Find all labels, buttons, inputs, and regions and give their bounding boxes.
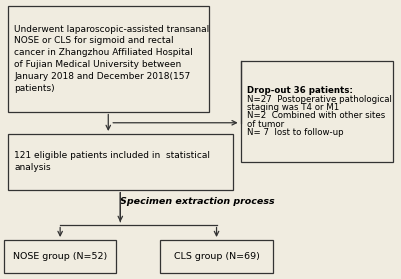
Text: N= 7  lost to follow-up: N= 7 lost to follow-up xyxy=(247,128,343,137)
FancyBboxPatch shape xyxy=(4,240,116,273)
Text: CLS group (N=69): CLS group (N=69) xyxy=(174,252,259,261)
Text: Underwent laparoscopic-assisted transanal
NOSE or CLS for sigmoid and rectal
can: Underwent laparoscopic-assisted transana… xyxy=(14,25,209,93)
FancyBboxPatch shape xyxy=(160,240,273,273)
Text: N=2  Combined with other sites: N=2 Combined with other sites xyxy=(247,111,385,120)
Text: NOSE group (N=52): NOSE group (N=52) xyxy=(13,252,107,261)
Text: N=27  Postoperative pathological: N=27 Postoperative pathological xyxy=(247,95,391,104)
Text: staging was T4 or M1: staging was T4 or M1 xyxy=(247,103,339,112)
Text: of tumor: of tumor xyxy=(247,120,284,129)
FancyBboxPatch shape xyxy=(241,61,393,162)
FancyBboxPatch shape xyxy=(8,134,233,190)
Text: 121 eligible patients included in  statistical
analysis: 121 eligible patients included in statis… xyxy=(14,151,210,172)
Text: Specimen extraction process: Specimen extraction process xyxy=(120,198,275,206)
Text: Drop-out 36 patients:: Drop-out 36 patients: xyxy=(247,86,352,95)
FancyBboxPatch shape xyxy=(8,6,209,112)
